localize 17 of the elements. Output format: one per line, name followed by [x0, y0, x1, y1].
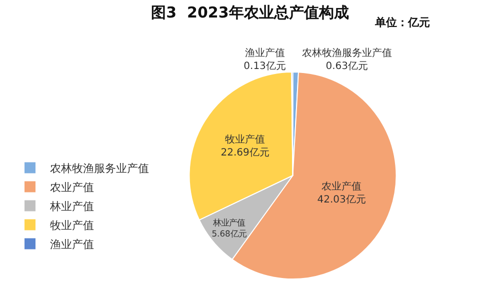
data-label: 42.03亿元 — [317, 194, 366, 206]
slice-label: 林业产值 — [212, 218, 246, 228]
chart-title: 图3 2023年农业总产值构成 — [151, 4, 349, 22]
slice-label: 牧业产值 — [225, 133, 266, 146]
data-label: 0.13亿元 — [244, 61, 286, 72]
slice-label: 渔业产值 — [244, 47, 285, 59]
legend-label: 农业产值 — [50, 181, 94, 194]
legend-label: 林业产值 — [49, 200, 94, 214]
data-label: 22.69亿元 — [220, 147, 270, 158]
chart-subtitle: 单位：亿元 — [374, 16, 430, 29]
data-label: 5.68亿元 — [212, 228, 246, 239]
data-label: 0.63亿元 — [326, 61, 368, 72]
slice-label: 农业产值 — [322, 180, 362, 192]
slice-label: 农林牧渔服务业产值 — [302, 47, 392, 60]
legend-label: 渔业产值 — [50, 238, 94, 252]
legend-label: 牧业产值 — [50, 219, 94, 232]
legend-label: 农林牧渔服务业产值 — [50, 162, 149, 176]
